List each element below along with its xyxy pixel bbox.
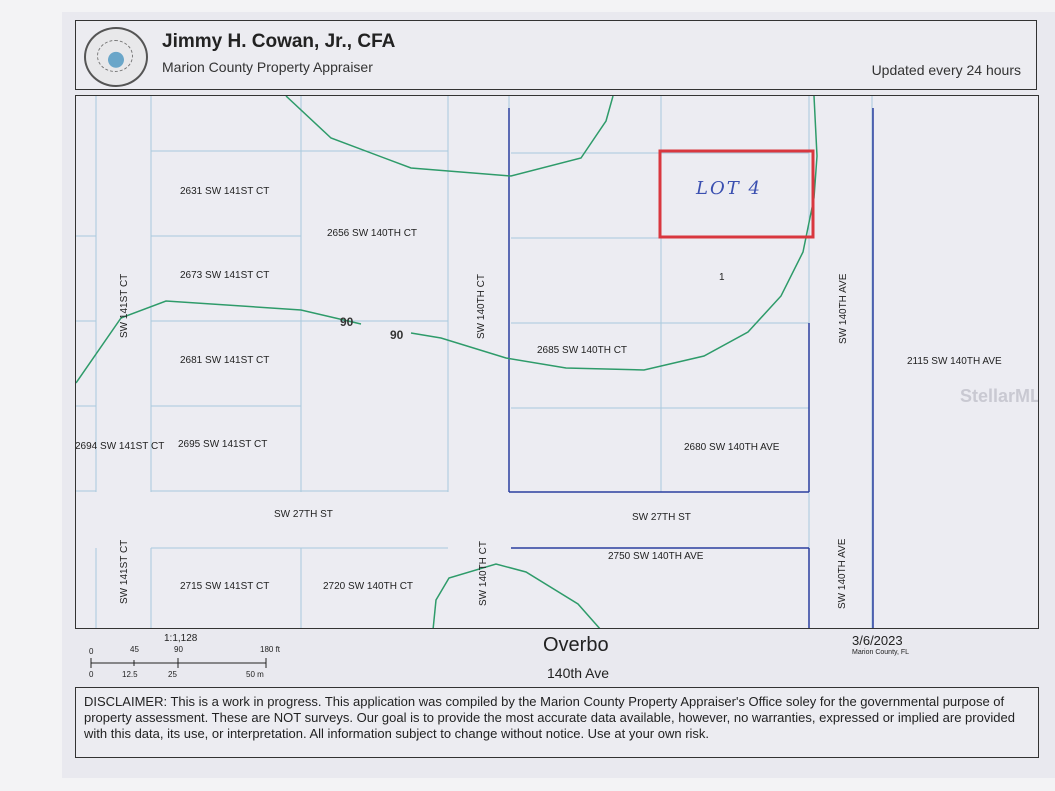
map-date: 3/6/2023 — [852, 633, 903, 648]
parcel-label: 2685 SW 140TH CT — [537, 345, 628, 356]
map-scale-ratio: 1:1,128 — [164, 633, 198, 644]
parcel-label: 2115 SW 140TH AVE — [907, 356, 1002, 367]
scale-ft-tick: 180 ft — [260, 645, 281, 654]
parcel-label: 2681 SW 141ST CT — [180, 355, 270, 366]
update-frequency: Updated every 24 hours — [871, 62, 1021, 78]
road-label: SW 140TH AVE — [838, 273, 849, 344]
scale-ft-tick: 45 — [130, 645, 139, 654]
road-label: SW 140TH CT — [478, 540, 489, 606]
scale-bar: 0 45 90 180 ft 0 12.5 25 50 m — [86, 645, 296, 681]
scale-m-tick: 12.5 — [122, 670, 138, 679]
road-label: SW 140TH AVE — [837, 538, 848, 609]
road-label: SW 141ST CT — [119, 273, 130, 338]
place-name: Overbo — [543, 634, 609, 656]
parcel-label: 2720 SW 140TH CT — [323, 581, 414, 592]
disclaimer-text: DISCLAIMER: This is a work in progress. … — [75, 687, 1039, 758]
mls-watermark: StellarMLS — [960, 386, 1038, 406]
parcel-label: 2750 SW 140TH AVE — [608, 551, 704, 562]
scale-m-tick: 50 m — [246, 670, 264, 679]
road-label: SW 141ST CT — [119, 539, 130, 604]
contour-elevation-label: 90 — [390, 328, 404, 342]
lot-number: 1 — [719, 272, 725, 283]
handwritten-lot-note: LOT 4 — [696, 178, 762, 199]
road-label: SW 140TH CT — [476, 273, 487, 339]
parcel-label: 2680 SW 140TH AVE — [684, 442, 780, 453]
map-lines — [76, 96, 874, 628]
scale-ft-tick: 0 — [89, 647, 94, 656]
road-label: SW 27TH ST — [274, 509, 333, 520]
road-label: SW 27TH ST — [632, 512, 691, 523]
contour-elevation-label: 90 — [340, 315, 354, 329]
map-header: Jimmy H. Cowan, Jr., CFA Marion County P… — [75, 20, 1037, 90]
scale-m-tick: 25 — [168, 670, 177, 679]
parcel-label: 2631 SW 141ST CT — [180, 186, 270, 197]
place-street: 140th Ave — [547, 665, 610, 681]
appraiser-name: Jimmy H. Cowan, Jr., CFA — [162, 31, 396, 52]
parcel-label: 2694 SW 141ST CT — [75, 441, 165, 452]
parcel-map[interactable]: 2631 SW 141ST CT 2656 SW 140TH CT 2673 S… — [75, 95, 1039, 629]
appraiser-office: Marion County Property Appraiser — [162, 59, 373, 75]
county-name: Marion County, FL — [852, 649, 910, 656]
parcel-label: 2695 SW 141ST CT — [178, 439, 268, 450]
scale-ft-tick: 90 — [174, 645, 183, 654]
scale-m-tick: 0 — [89, 670, 94, 679]
parcel-label: 2673 SW 141ST CT — [180, 270, 270, 281]
parcel-label: 2715 SW 141ST CT — [180, 581, 270, 592]
appraiser-seal-logo — [84, 27, 148, 87]
parcel-label: 2656 SW 140TH CT — [327, 228, 418, 239]
